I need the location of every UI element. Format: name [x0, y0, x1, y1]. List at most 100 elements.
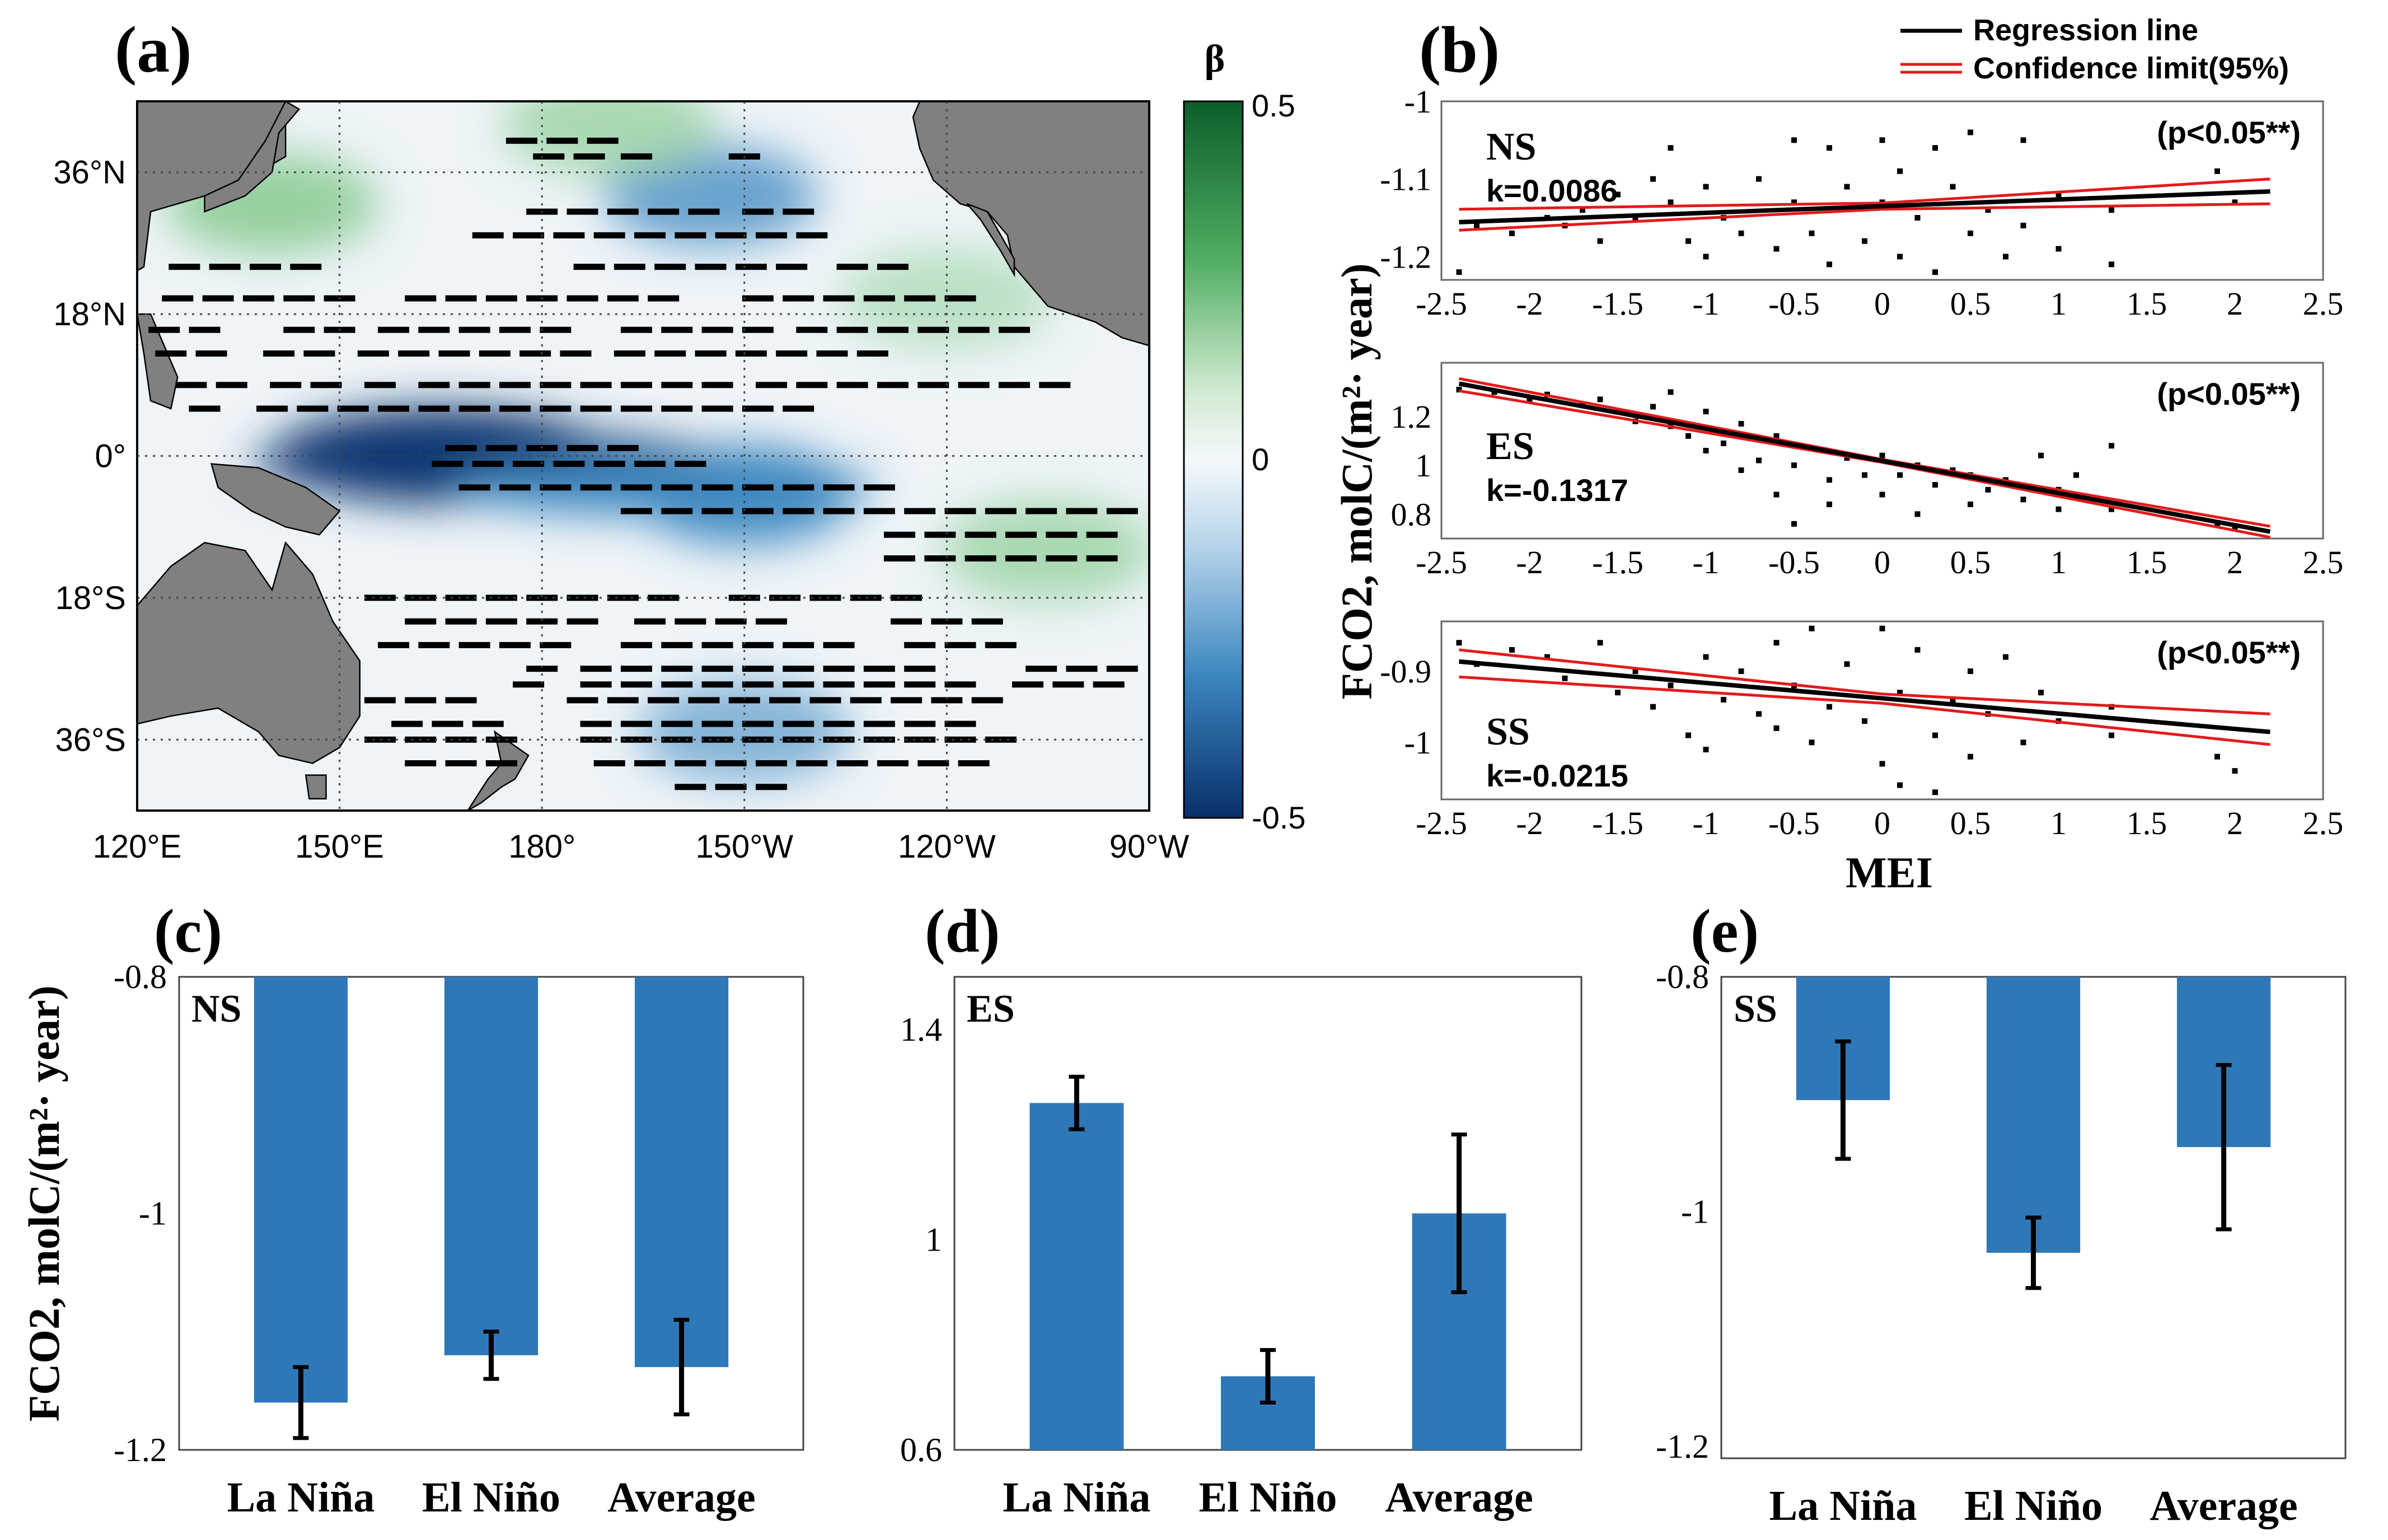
scatter-point-ns-1: [1474, 222, 1479, 228]
scatter-point-es-38: [2020, 497, 2026, 503]
scatter-x-tick-es-10: 2.5: [2303, 544, 2344, 581]
scatter-point-ss-33: [1968, 753, 1973, 760]
scatter-point-ss-16: [1773, 640, 1780, 646]
beta-anomaly-4: [503, 101, 716, 176]
scatter-point-ns-35: [1968, 129, 1973, 135]
panel-b-ylabel: FCO2, molC/(m²· year): [1332, 263, 1381, 699]
scatter-point-ss-15: [1756, 711, 1762, 717]
scatter-point-es-30: [1914, 511, 1921, 517]
scatter-y-tick-ns-0: -1: [1404, 83, 1431, 120]
scatter-point-ss-5: [1597, 640, 1603, 646]
bar-category-es-2: Average: [1385, 1474, 1533, 1521]
scatter-y-tick-ns-2: -1.2: [1380, 238, 1431, 275]
scatter-y-tick-es-2: 0.8: [1391, 496, 1432, 532]
scatter-point-es-13: [1703, 409, 1709, 415]
region-label-ss: SS: [1486, 710, 1530, 753]
scatter-x-tick-es-3: -1: [1692, 544, 1719, 581]
scatter-x-tick-es-9: 2: [2227, 544, 2243, 581]
land-tasmania: [305, 774, 327, 800]
scatter-point-ns-16: [1738, 230, 1744, 236]
scatter-point-ss-41: [2214, 753, 2220, 760]
map-x-tick-0: 120°E: [93, 828, 182, 865]
colorbar-tick-max: 0.5: [1252, 88, 1295, 123]
panel-e: (e) SS La Niña El Niño Average -0.8 -1 -1.2: [1656, 897, 2347, 1529]
colorbar-title: β: [1205, 38, 1225, 81]
panel-b-label: (b): [1419, 13, 1500, 86]
scatter-point-ns-0: [1456, 269, 1462, 275]
scatter-point-es-34: [1968, 501, 1973, 507]
scatter-es: ES k=-0.1317 (p<0.05**) 1.2 1 0.8 -2.5 -2 -1.5 -1…: [1391, 362, 2344, 581]
scatter-point-ss-23: [1862, 718, 1867, 724]
scatter-point-es-40: [2055, 506, 2062, 512]
p-value-label-ns: (p<0.05**): [2157, 115, 2301, 150]
scatter-point-es-19: [1773, 433, 1780, 439]
scatter-point-es-36: [1985, 486, 1991, 493]
land-north-america: [912, 101, 1149, 347]
bar-category-ns-1: El Niño: [422, 1474, 560, 1521]
scatter-x-tick-es-0: -2.5: [1416, 544, 1467, 581]
region-label-es: ES: [1486, 425, 1534, 468]
scatter-x-tick-ns-6: 0.5: [1950, 285, 1991, 322]
scatter-x-tick-ns-7: 1: [2050, 285, 2067, 322]
scatter-point-ss-27: [1897, 782, 1903, 788]
beta-anomaly-6: [942, 500, 1149, 601]
scatter-x-tick-ss-10: 2.5: [2303, 805, 2344, 841]
scatter-point-ns-13: [1703, 254, 1709, 260]
regression-line-ss: [1459, 659, 2270, 734]
bar-ns-2: [634, 977, 729, 1368]
scatter-point-ss-31: [1950, 696, 1956, 703]
scatter-point-ns-18: [1773, 246, 1780, 252]
scatter-point-ns-32: [1932, 269, 1938, 275]
scatter-x-tick-ns-8: 1.5: [2127, 285, 2167, 322]
scatter-point-ns-8: [1632, 215, 1638, 221]
scatter-x-tick-es-1: -2: [1516, 544, 1543, 581]
scatter-y-tick-ss-0: -0.9: [1380, 653, 1431, 690]
scatter-point-es-27: [1879, 492, 1885, 498]
p-value-label-ss: (p<0.05**): [2157, 635, 2301, 670]
confidence-lower-ns: [1459, 202, 2270, 232]
scatter-x-tick-ss-0: -2.5: [1416, 805, 1467, 841]
bar-region-label-ns: NS: [191, 987, 241, 1031]
scatter-point-ss-19: [1809, 625, 1815, 631]
scatter-y-tick-ss-1: -1: [1404, 724, 1431, 761]
map-y-tick-2: 0°: [95, 438, 126, 475]
bar-category-ss-0: La Niña: [1769, 1482, 1917, 1529]
bar-y-tick-ns-2: -1.2: [114, 1431, 167, 1468]
scatter-point-ss-6: [1615, 690, 1621, 696]
legend-regression-label: Regression line: [1973, 13, 2198, 47]
scatter-x-tick-ss-6: 0.5: [1950, 805, 1991, 841]
land-asia: [137, 101, 287, 331]
bar-y-tick-es-1: 1: [925, 1221, 942, 1258]
scatter-x-tick-es-8: 1.5: [2127, 544, 2167, 581]
scatter-point-es-25: [1844, 455, 1850, 461]
scatter-point-ss-3: [1544, 654, 1550, 660]
bar-es-0: [1029, 1103, 1124, 1450]
colorbar-tick-min: -0.5: [1252, 800, 1306, 835]
scatter-ss: SS k=-0.0215 (p<0.05**) -0.9 -1 -2.5 -2 -1.5 -1 -…: [1380, 620, 2344, 841]
regression-line-ns: [1459, 189, 2270, 224]
scatter-point-ns-9: [1650, 176, 1656, 182]
scatter-point-es-14: [1721, 440, 1726, 446]
scatter-point-es-42: [2073, 472, 2079, 478]
scatter-point-es-5: [1597, 396, 1603, 402]
scatter-x-tick-ns-2: -1.5: [1592, 285, 1643, 322]
scatter-point-es-18: [1773, 492, 1780, 498]
scatter-point-es-17: [1756, 457, 1762, 464]
scatter-point-ns-5: [1580, 207, 1585, 213]
scatter-x-tick-es-6: 0.5: [1950, 544, 1991, 581]
scatter-point-ns-30: [1914, 215, 1921, 221]
map-y-ticks: 36°N 18°N 0° 18°S 36°S: [53, 155, 126, 759]
map-x-tick-5: 90°W: [1109, 828, 1190, 865]
scatter-point-ss-37: [2038, 690, 2044, 696]
scatter-point-ns-7: [1615, 191, 1621, 198]
scatter-x-tick-es-5: 0: [1874, 544, 1890, 581]
region-label-ns: NS: [1486, 125, 1536, 168]
bar-y-tick-ns-1: -1: [139, 1195, 167, 1232]
scatter-point-ss-0: [1456, 640, 1462, 646]
scatter-point-ns-42: [2109, 207, 2114, 213]
scatter-point-ss-4: [1562, 675, 1568, 681]
scatter-point-es-39: [2038, 452, 2044, 458]
scatter-point-ns-12: [1685, 238, 1691, 244]
scatter-y-tick-es-0: 1.2: [1391, 399, 1432, 435]
scatter-point-ns-39: [2020, 222, 2026, 228]
